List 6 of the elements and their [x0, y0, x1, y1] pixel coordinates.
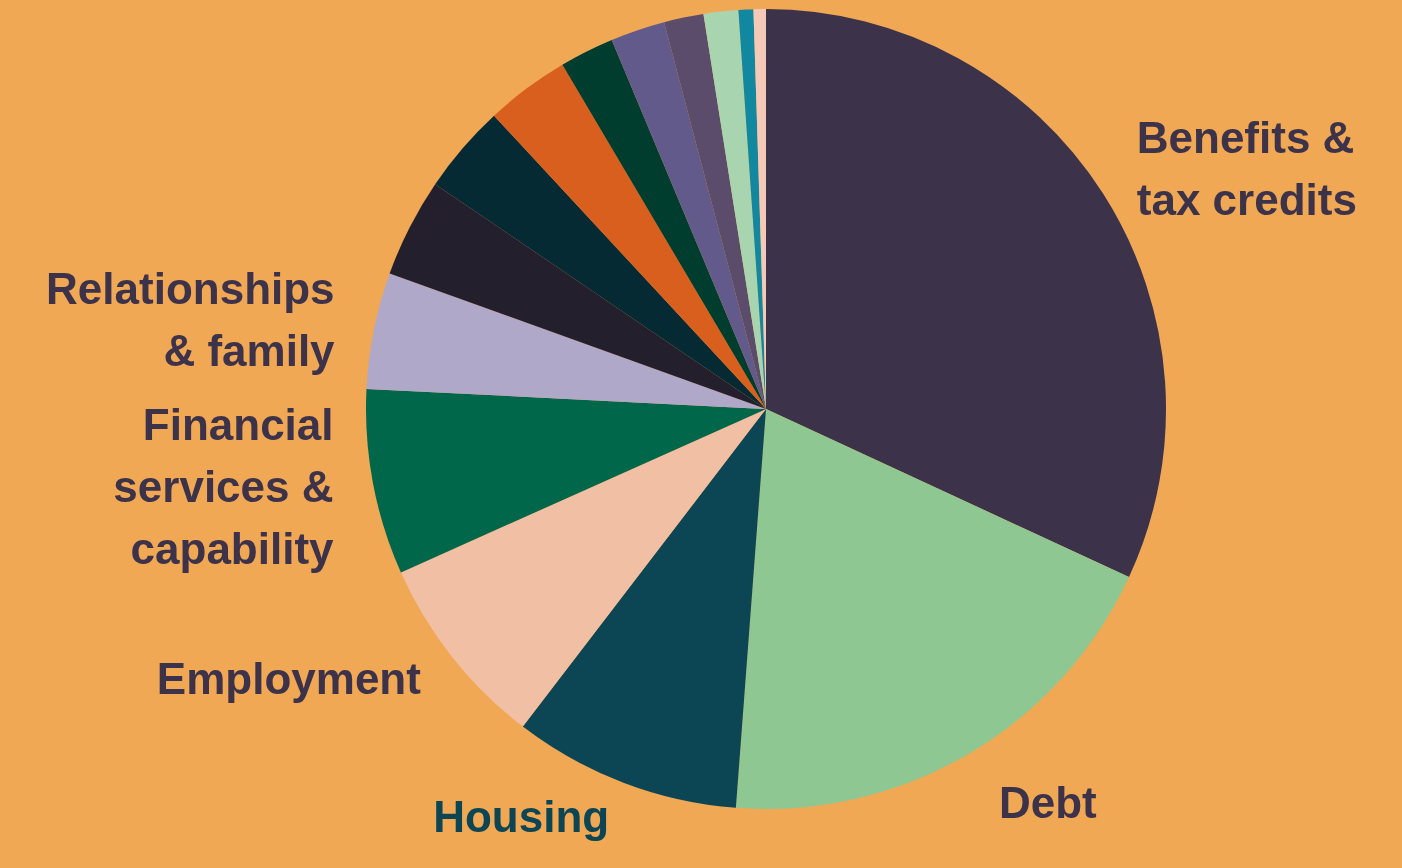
slice-label: Employment: [156, 654, 422, 704]
slice-label: Relationships & family: [46, 263, 336, 375]
slice-label: Housing: [433, 792, 610, 842]
slice-label: Financial services & capability: [113, 400, 335, 574]
slice-label: Benefits & tax credits: [1136, 113, 1357, 225]
slice-label: Debt: [998, 777, 1098, 827]
